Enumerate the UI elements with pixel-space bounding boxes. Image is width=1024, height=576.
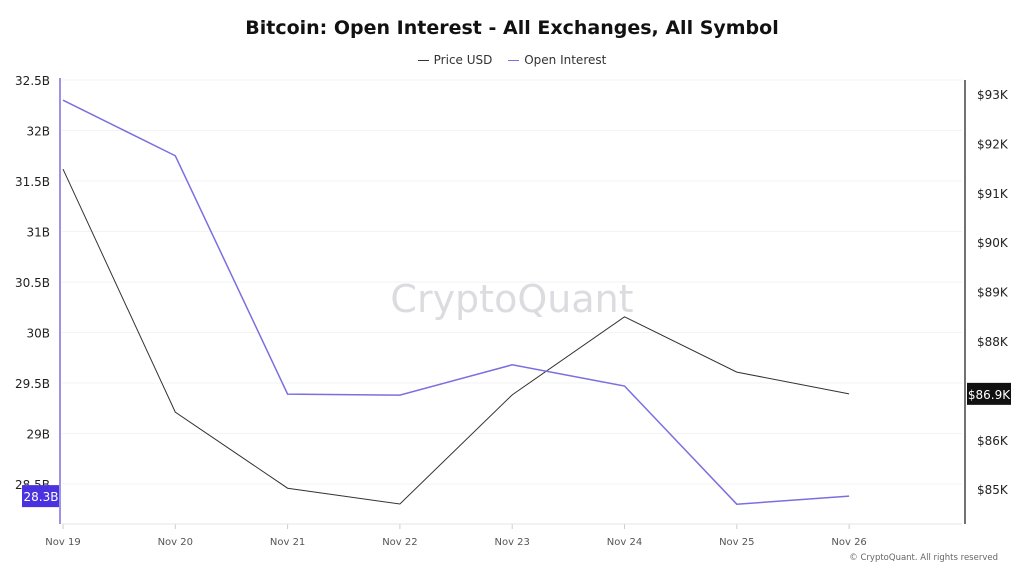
price-current-badge (967, 382, 1011, 405)
left-tick-label: 30B (26, 327, 50, 341)
legend-label-oi: Open Interest (524, 53, 607, 68)
left-tick-label: 31.5B (15, 175, 50, 189)
x-tick-label: Nov 23 (494, 537, 529, 548)
price-current-label: $86.9K (968, 388, 1011, 402)
left-tick-label: 32.5B (15, 74, 50, 88)
left-tick-label: 29.5B (15, 377, 50, 391)
price-swatch (417, 59, 429, 61)
watermark: CryptoQuant (390, 277, 633, 321)
x-tick-label: Nov 24 (607, 537, 642, 548)
right-tick-label: $85K (977, 483, 1009, 497)
left-tick-label: 31B (26, 226, 50, 240)
left-tick-label: 32B (26, 125, 50, 139)
right-tick-label: $91K (977, 187, 1009, 201)
legend-item-price[interactable]: Price USD (417, 53, 493, 68)
right-tick-label: $89K (977, 286, 1009, 300)
price-line (62, 168, 850, 505)
left-tick-label: 30.5B (15, 276, 50, 290)
right-tick-label: $88K (977, 335, 1009, 349)
right-tick-label: $90K (977, 236, 1009, 250)
oi-current-badge (22, 485, 59, 508)
x-tick-label: Nov 26 (831, 537, 866, 548)
x-tick-label: Nov 25 (719, 537, 754, 548)
right-tick-label: $92K (977, 137, 1009, 151)
open-interest-line (62, 99, 850, 505)
right-tick-label: $93K (977, 88, 1009, 102)
right-tick-label: $86K (977, 434, 1009, 448)
legend-label-price: Price USD (433, 53, 493, 68)
legend-item-oi[interactable]: Open Interest (508, 53, 606, 67)
legend: Price USD Open Interest (0, 50, 1024, 67)
copyright: © CryptoQuant. All rights reserved (849, 553, 998, 563)
left-tick-label: 29B (26, 428, 50, 442)
oi-current-label: 28.3B (24, 490, 59, 504)
x-tick-label: Nov 21 (270, 537, 305, 548)
x-tick-label: Nov 19 (45, 537, 80, 548)
x-tick-label: Nov 20 (158, 537, 193, 548)
oi-swatch (508, 59, 520, 61)
chart-title: Bitcoin: Open Interest - All Exchanges, … (245, 17, 779, 39)
x-tick-label: Nov 22 (382, 537, 417, 548)
